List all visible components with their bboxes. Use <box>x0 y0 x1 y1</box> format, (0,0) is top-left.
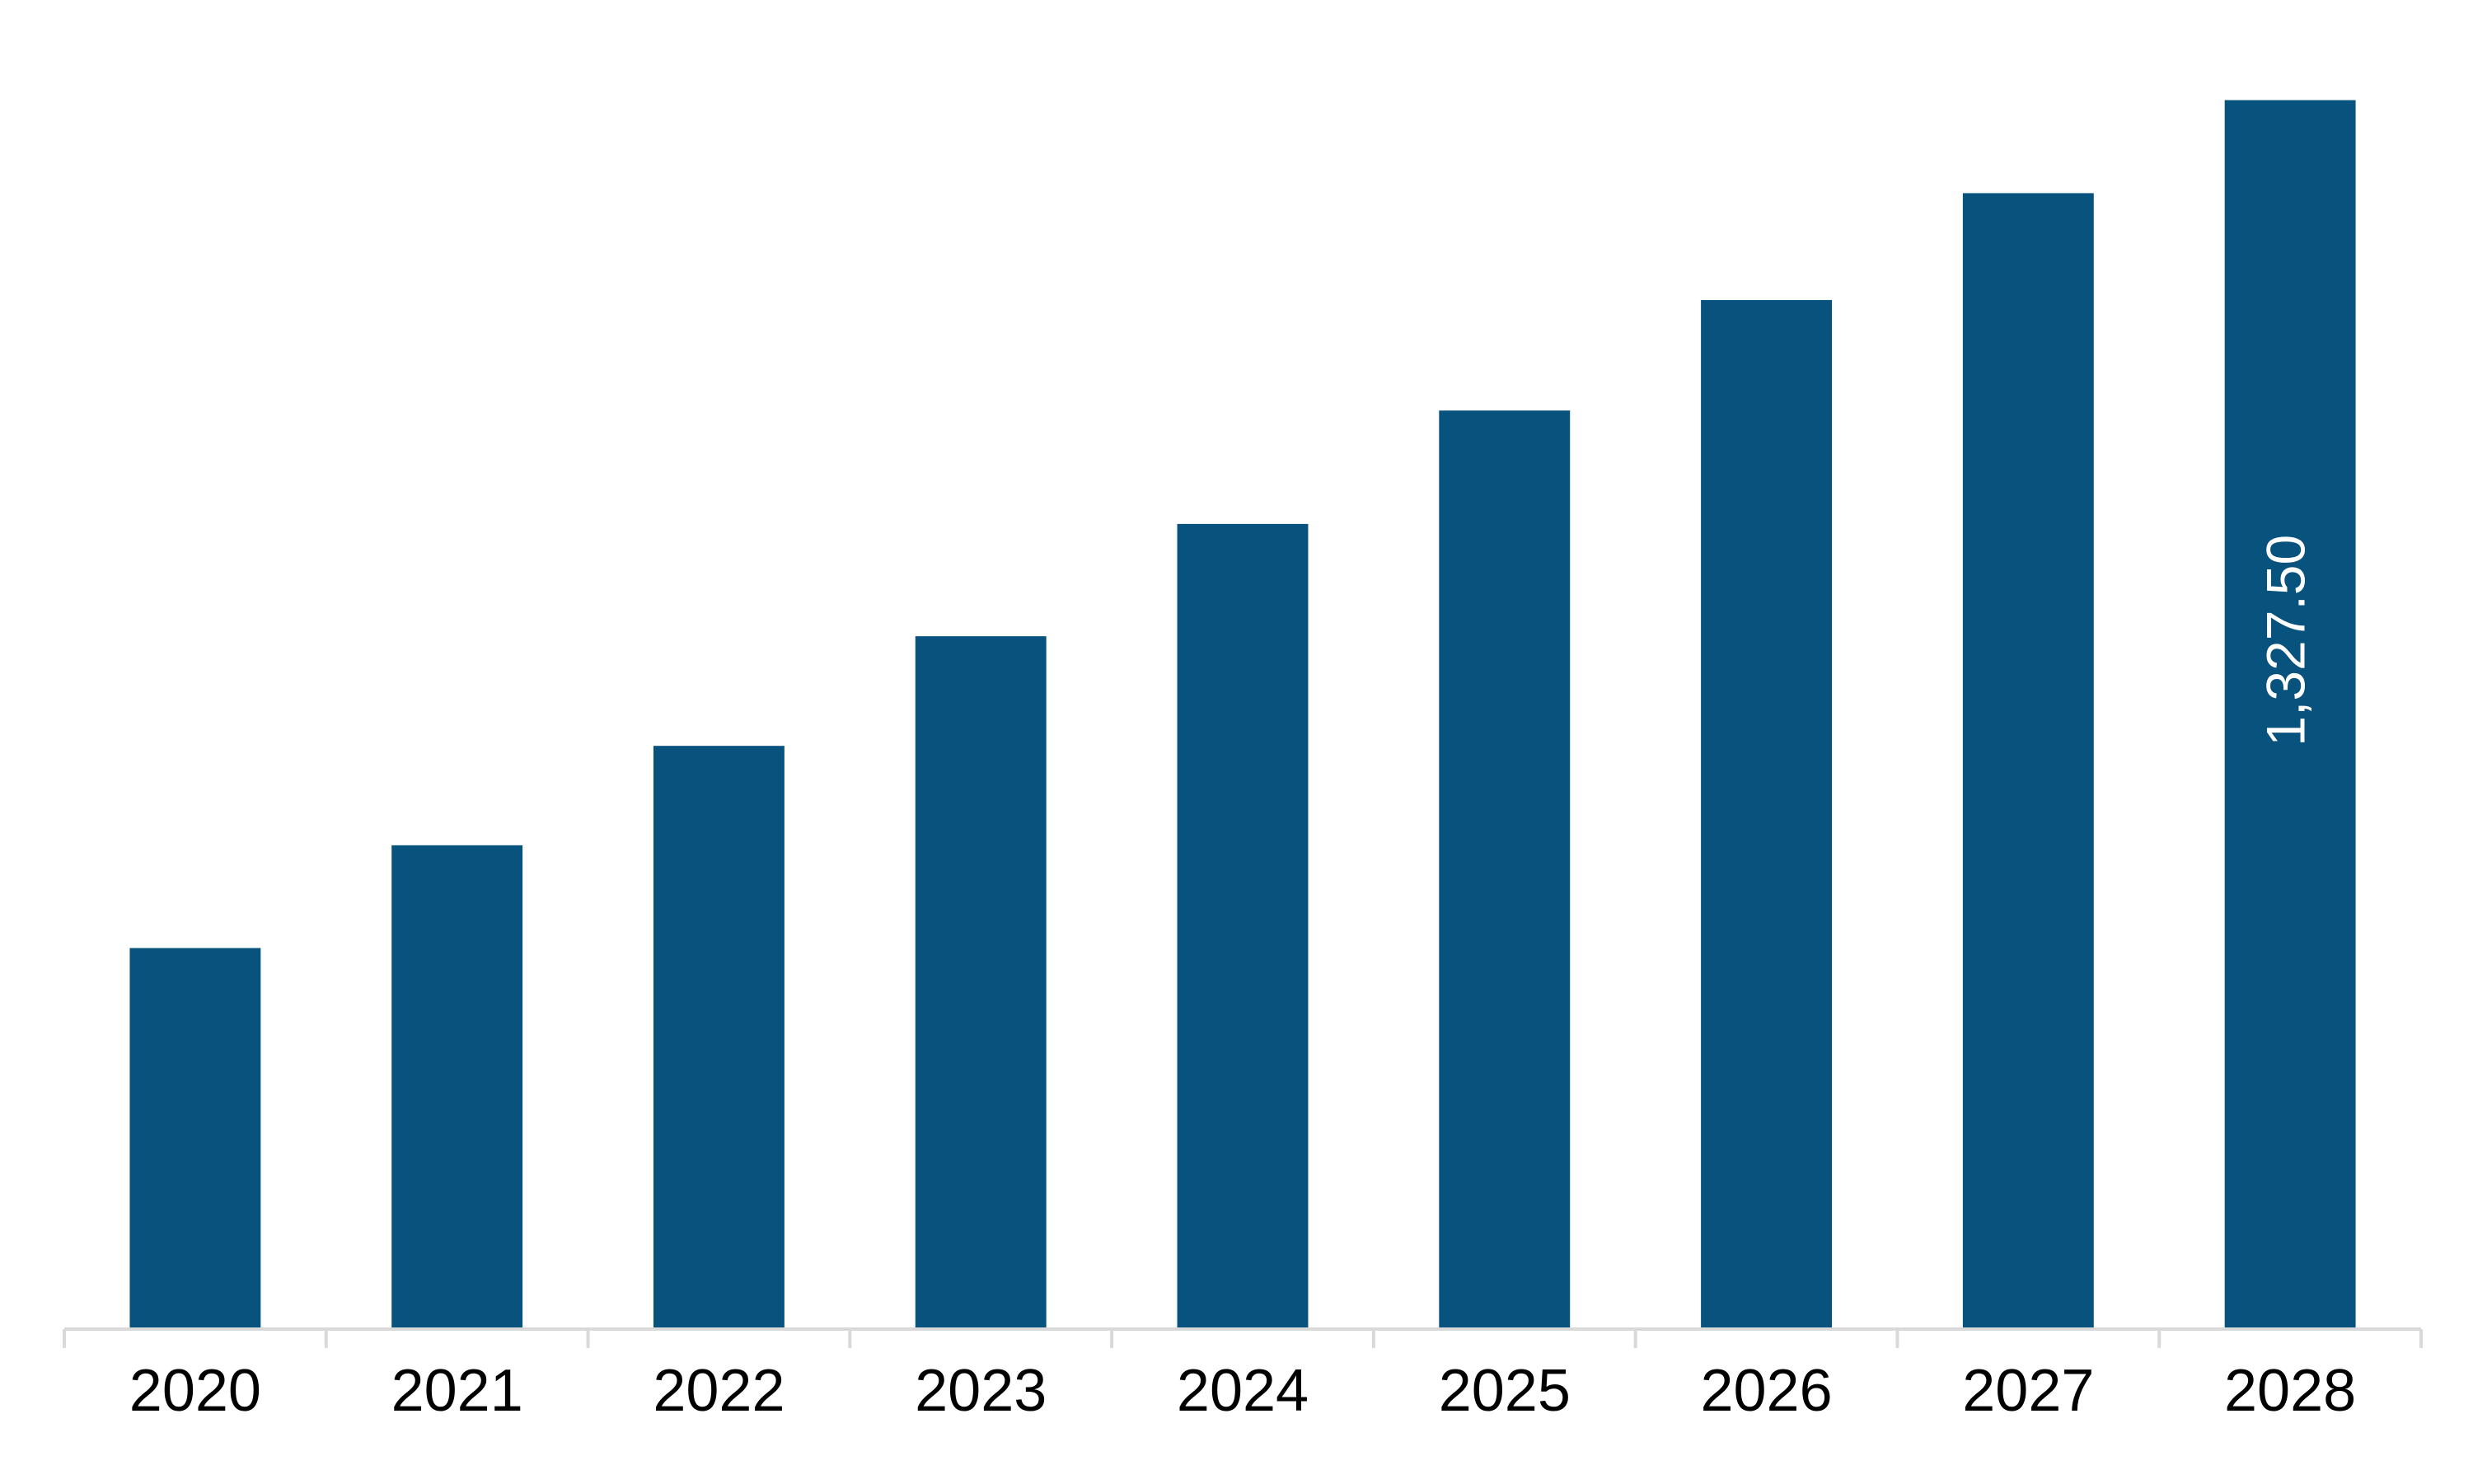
x-tick-label-2025: 2025 <box>1439 1358 1571 1424</box>
x-tick-label-2026: 2026 <box>1700 1358 1832 1424</box>
bar-2026 <box>1701 300 1832 1330</box>
bar-2021 <box>391 845 523 1329</box>
x-tick-label-2023: 2023 <box>915 1358 1047 1424</box>
bar-2024 <box>1177 523 1309 1329</box>
bar-2025 <box>1439 410 1571 1330</box>
data-label-2028: 1,327.50 <box>2255 535 2316 747</box>
x-tick-label-2021: 2021 <box>391 1358 523 1424</box>
bar-2023 <box>915 636 1047 1329</box>
x-tick-label-2028: 2028 <box>2224 1358 2356 1424</box>
x-tick-label-2027: 2027 <box>1962 1358 2094 1424</box>
x-tick-label-2020: 2020 <box>129 1358 261 1424</box>
bars-layer <box>129 100 2356 1330</box>
bar-2027 <box>1962 193 2094 1330</box>
bar-2022 <box>653 746 785 1329</box>
bar-2020 <box>129 948 261 1329</box>
x-tick-label-2022: 2022 <box>653 1358 785 1424</box>
x-tick-label-2024: 2024 <box>1177 1358 1309 1424</box>
x-axis <box>63 1327 2423 1348</box>
labels-layer: 2020 2021 2022 2023 2024 2025 2026 2027 2028 1,32… <box>129 535 2356 1424</box>
bar-2028 <box>2224 100 2356 1329</box>
